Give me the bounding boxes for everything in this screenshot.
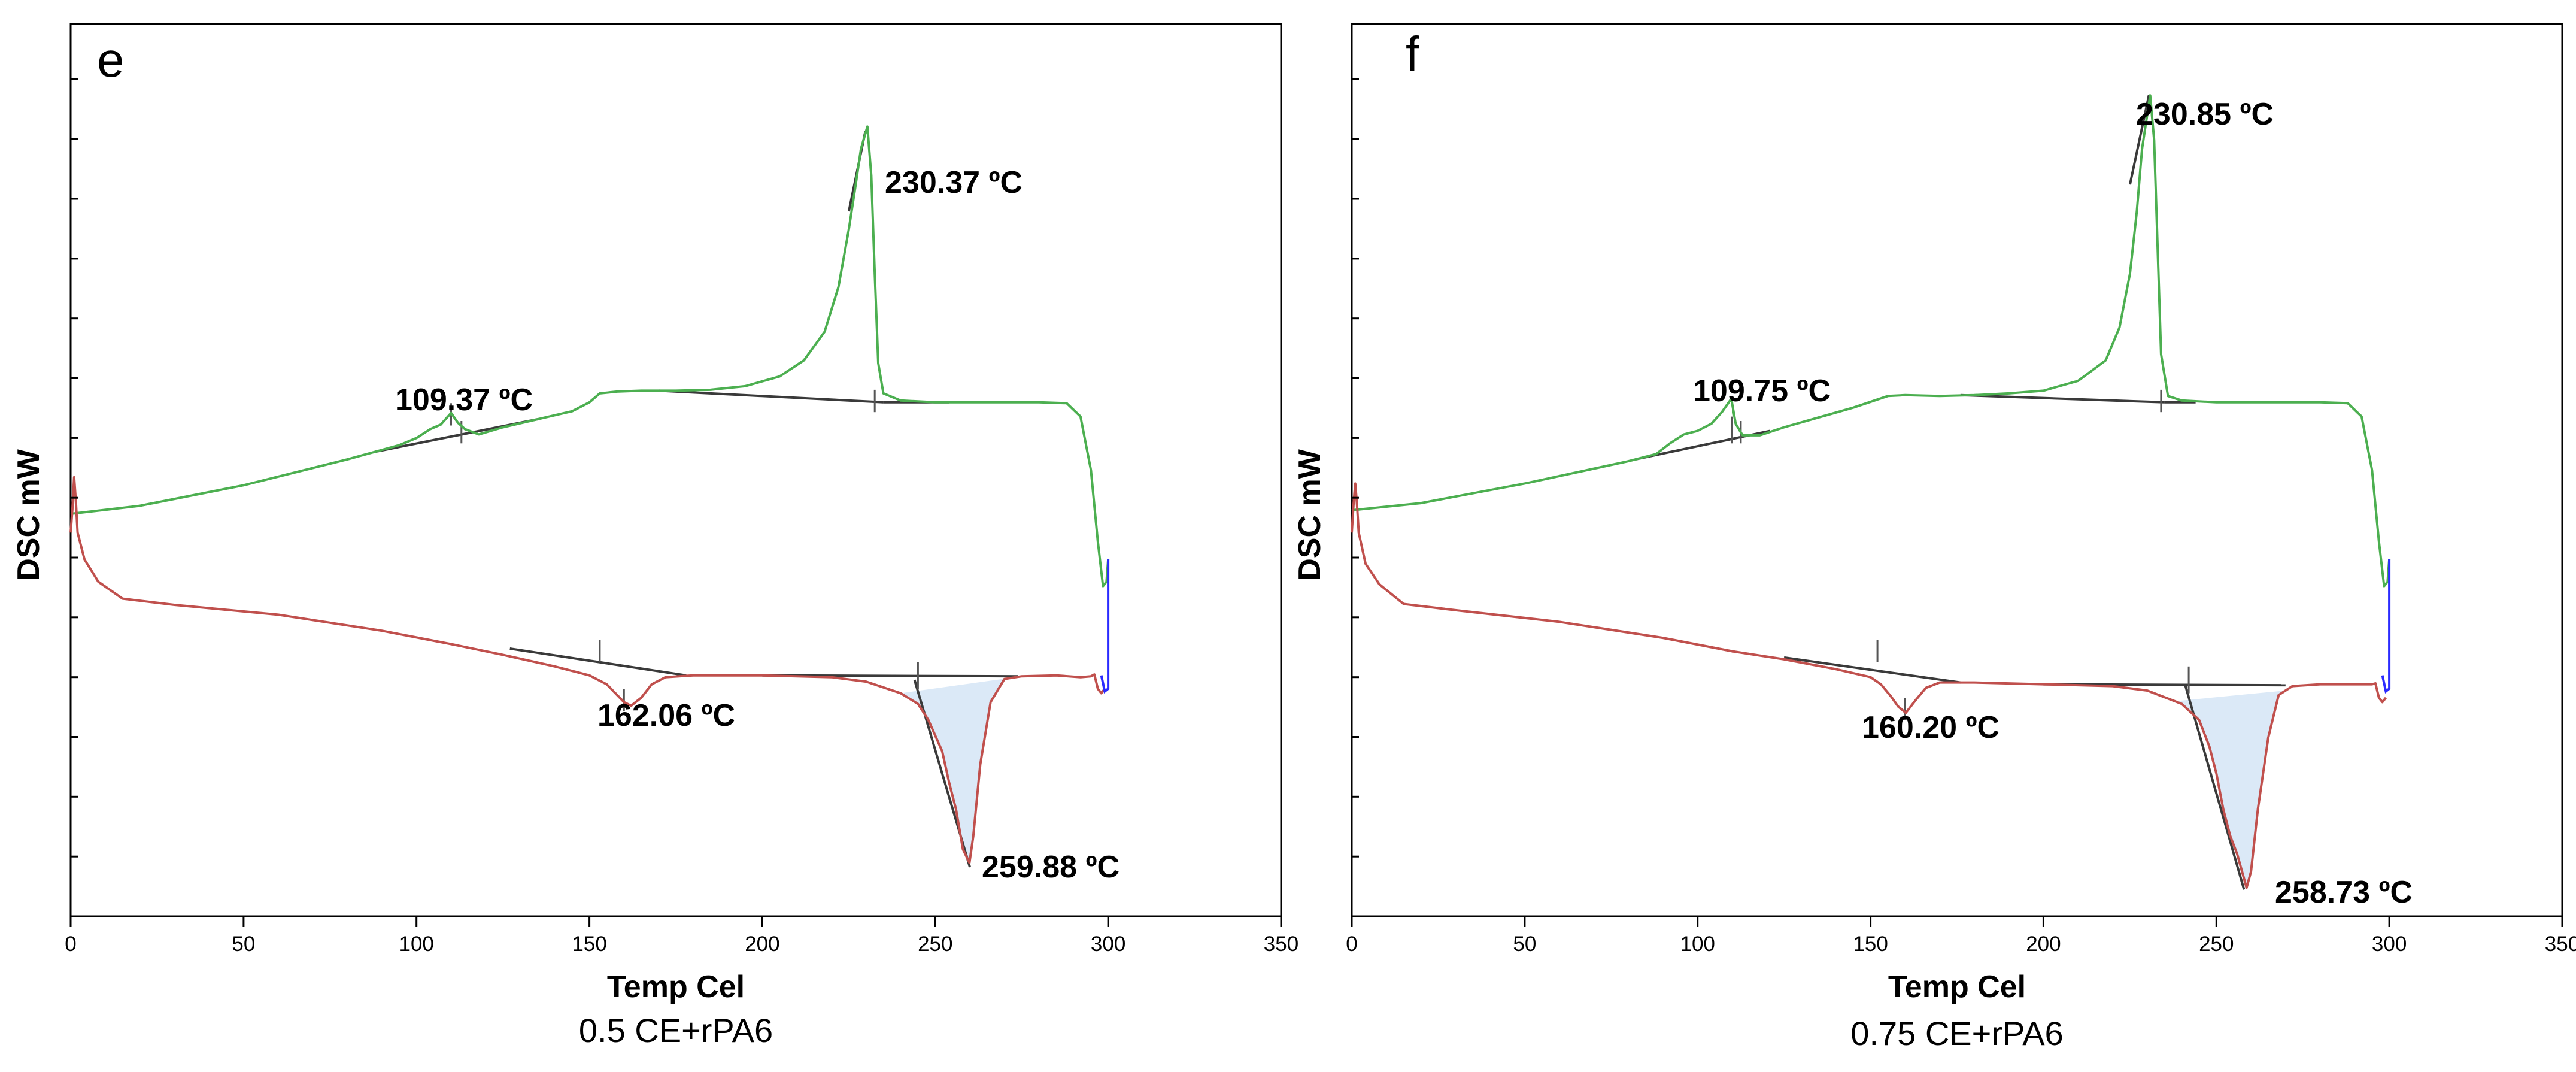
- x-tick-label: 150: [1853, 932, 1888, 956]
- plot-frame: [69, 23, 1282, 917]
- melt-peak-area: [2175, 691, 2286, 885]
- y-axis-title: DSC mW: [1292, 449, 1327, 580]
- annotation-crystallization-peak: 230.37 ºC: [885, 165, 1022, 200]
- x-tick-label: 0: [1346, 932, 1357, 956]
- x-tick-label: 200: [745, 932, 779, 956]
- x-tick-label: 50: [1513, 932, 1536, 956]
- annotation-alpha-melt: 259.88 ºC: [982, 850, 1119, 885]
- series-isothermal: [1100, 559, 1110, 694]
- y-axis-ticks: [1352, 78, 1359, 917]
- y-axis-ticks: [71, 78, 78, 917]
- series-lines: [1351, 94, 2391, 889]
- annotation-gamma-melt: 160.20 ºC: [1862, 710, 1999, 745]
- figure-caption: 0.75 CE+rPA6: [1850, 1015, 2063, 1052]
- x-tick-label: 100: [1680, 932, 1715, 956]
- x-tick-label: 350: [1264, 932, 1298, 956]
- baseline-line: [2128, 95, 2150, 185]
- panel-letter: e: [97, 33, 125, 87]
- annotation-gamma-melt: 162.06 ºC: [597, 698, 735, 733]
- series-lines: [69, 125, 1110, 864]
- x-tick-label: 50: [232, 932, 255, 956]
- baseline-line: [2184, 685, 2246, 890]
- baseline-line: [1960, 393, 2165, 404]
- baseline-line: [509, 647, 687, 677]
- annotation-alpha-melt: 258.73 ºC: [2275, 875, 2413, 910]
- figure-caption: 0.5 CE+rPA6: [579, 1012, 773, 1049]
- integration-baselines: [375, 131, 1018, 868]
- series-cooling: [1351, 94, 2391, 588]
- x-axis-ticks: 0 50 100 150 200 250 300 350: [1346, 916, 2576, 956]
- panel-letter: f: [1406, 27, 1419, 81]
- x-tick-label: 200: [2026, 932, 2061, 956]
- x-axis-ticks: 0 50 100 150 200 250 300 350: [65, 916, 1298, 956]
- annotation-crystallization-onset: 109.37 ºC: [395, 383, 533, 417]
- series-cooling: [70, 125, 1110, 588]
- annotation-crystallization-onset: 109.75 ºC: [1693, 374, 1831, 408]
- annotation-crystallization-peak: 230.85 ºC: [2136, 97, 2274, 132]
- melt-peak-shading: [2175, 691, 2286, 885]
- panel-e: 0 50 100 150 200 250 300 350 e Temp Cel 0.5 CE+…: [11, 23, 1298, 1049]
- series-heating: [1351, 482, 2387, 889]
- baseline-line: [658, 389, 884, 404]
- baseline-line: [1783, 656, 1961, 684]
- x-tick-label: 300: [1091, 932, 1125, 956]
- series-heating: [69, 476, 1106, 864]
- x-tick-label: 300: [2372, 932, 2407, 956]
- plot-frame: [1351, 23, 2563, 917]
- x-tick-label: 350: [2545, 932, 2576, 956]
- x-tick-label: 150: [572, 932, 606, 956]
- x-axis-title: Temp Cel: [607, 970, 745, 1004]
- x-axis-title: Temp Cel: [1888, 970, 2026, 1004]
- series-isothermal: [2381, 559, 2391, 694]
- x-tick-label: 250: [2199, 932, 2234, 956]
- x-tick-label: 0: [65, 932, 76, 956]
- x-tick-label: 250: [918, 932, 952, 956]
- panel-f: 0 50 100 150 200 250 300 350 f Temp Cel 0.75 CE…: [1292, 23, 2576, 1052]
- y-axis-title: DSC mW: [11, 449, 46, 580]
- x-tick-label: 100: [399, 932, 433, 956]
